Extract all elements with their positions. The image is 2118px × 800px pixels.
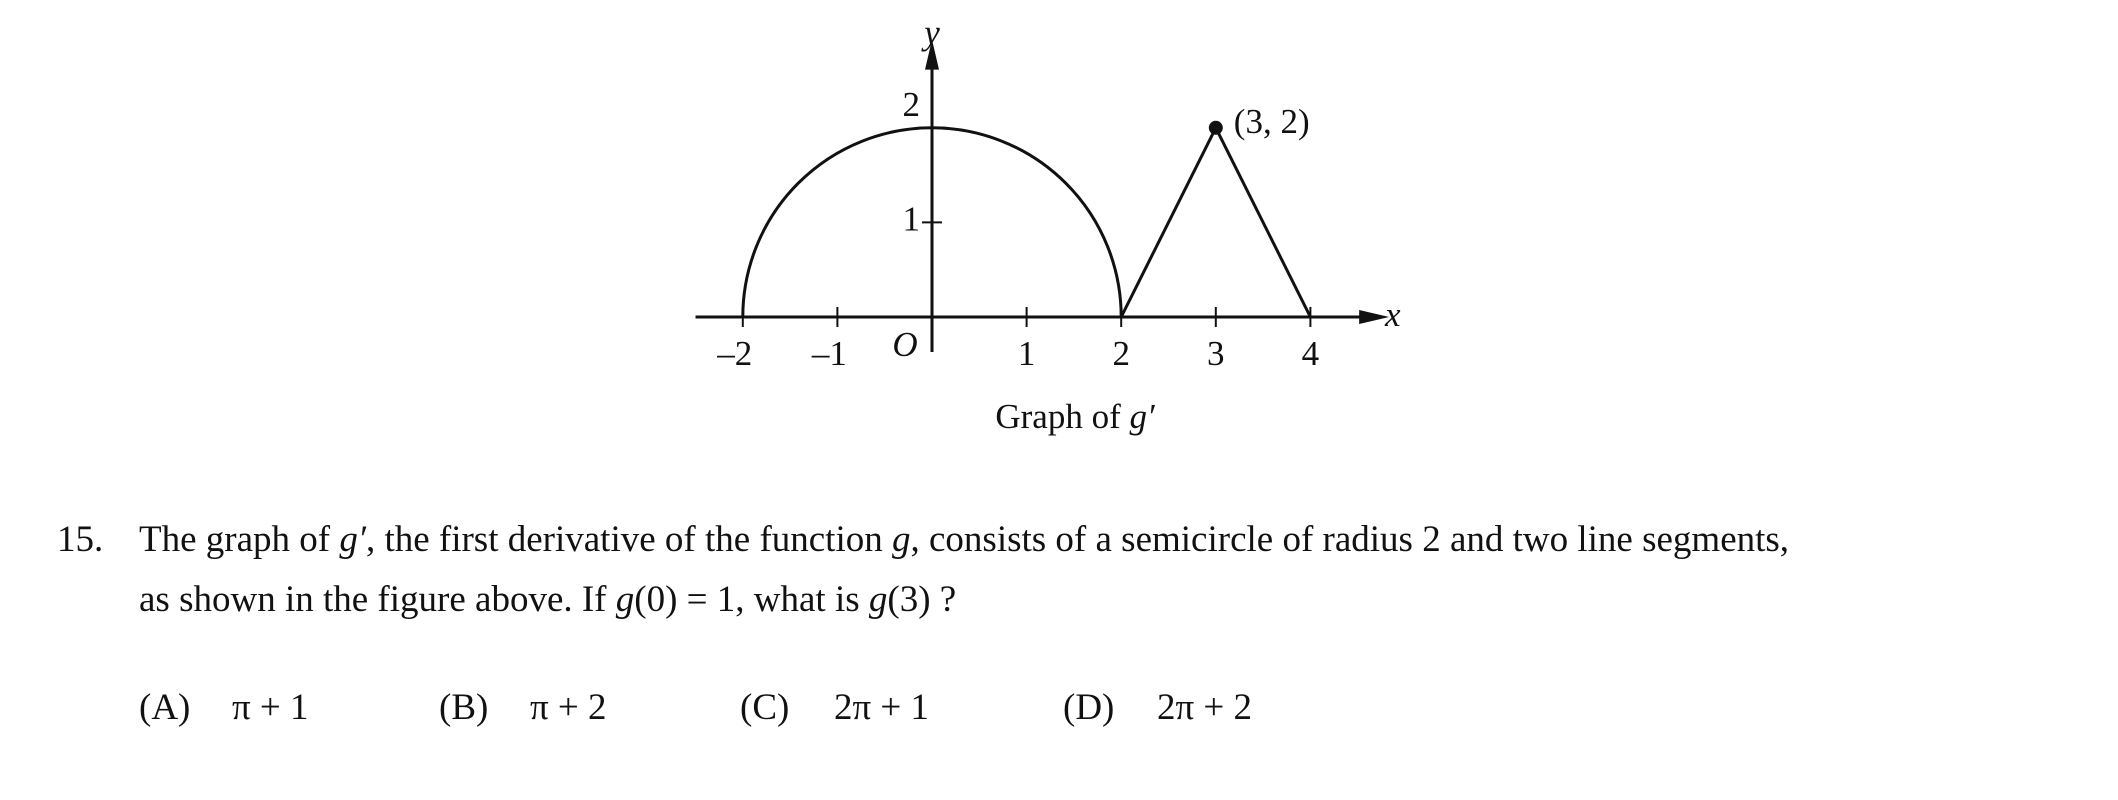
text: (0) = 1, what is <box>634 579 869 620</box>
math: g′ <box>339 519 366 560</box>
x-tick-label: –1 <box>811 334 847 373</box>
x-tick-label: 3 <box>1207 334 1225 373</box>
question-number: 15. <box>57 519 104 560</box>
choice-label: (C) <box>740 687 790 728</box>
text: , the first derivative of the function <box>365 519 892 560</box>
x-tick-label: –2 <box>716 334 752 373</box>
y-tick-label: 2 <box>903 85 921 124</box>
choice-expr: π + 1 <box>232 687 309 728</box>
point-label: (3, 2) <box>1234 102 1310 141</box>
math: g <box>868 579 888 620</box>
x-tick-label: 1 <box>1018 334 1036 373</box>
y-tick-label: 1 <box>903 199 921 238</box>
caption: Graph of g′ <box>995 397 1156 436</box>
x-arrow <box>1359 310 1390 324</box>
y-arrow <box>925 39 939 70</box>
choice-expr: π + 2 <box>530 687 607 728</box>
question-line: as shown in the figure above. If g(0) = … <box>139 578 956 621</box>
math: g <box>615 579 635 620</box>
x-tick-label: 2 <box>1112 334 1130 373</box>
choice-label: (A) <box>139 687 191 728</box>
text: (3) ? <box>887 579 957 620</box>
figure: y x O Graph of g′ –2 –1 1 2 3 4 1 2 (3, 2) <box>695 13 1401 436</box>
point <box>1208 120 1223 135</box>
choice-label: (D) <box>1063 687 1115 728</box>
choice-label: (B) <box>439 687 489 728</box>
semicircle <box>741 126 1123 318</box>
text: , consists of a semicircle of radius 2 a… <box>910 519 1790 560</box>
question-line: The graph of g′, the first derivative of… <box>139 518 1789 561</box>
choice-expr: 2π + 2 <box>1157 687 1253 728</box>
choice-expr: 2π + 1 <box>834 687 930 728</box>
x-axis-label: x <box>1384 295 1401 334</box>
line-segments <box>1119 124 1312 318</box>
text: as shown in the figure above. If <box>139 579 616 620</box>
math: g <box>892 519 911 560</box>
caption-var: g′ <box>1129 397 1156 436</box>
text: The graph of <box>139 519 340 560</box>
x-tick-label: 4 <box>1302 334 1320 373</box>
caption-text: Graph of <box>995 397 1129 436</box>
y-axis-label: y <box>921 13 940 52</box>
origin-label: O <box>892 325 917 364</box>
